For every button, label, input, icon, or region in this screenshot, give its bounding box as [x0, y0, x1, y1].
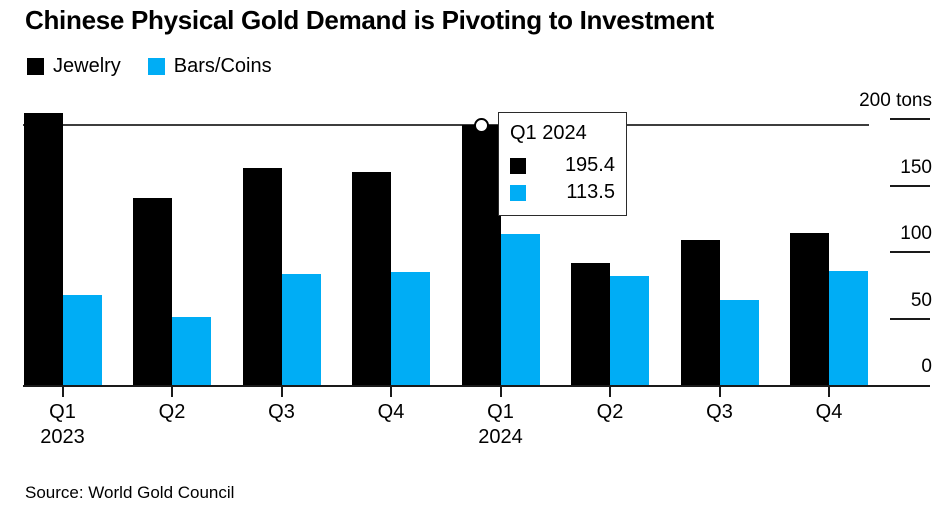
bar-jewelry-q2-2023[interactable]: [133, 198, 172, 385]
x-axis-label-q3-2024: Q3: [706, 401, 733, 423]
x-axis-label-q4-2024: Q4: [815, 401, 843, 423]
x-axis-line: [23, 385, 930, 387]
x-axis-year-label-2024: 2024: [478, 426, 523, 448]
tooltip-value-jewelry: 195.4: [564, 154, 615, 176]
bars-coins-swatch-icon: [510, 184, 526, 201]
x-axis-label-q3-2023: Q3: [268, 401, 295, 423]
bar-jewelry-q2-2024[interactable]: [571, 262, 610, 385]
x-axis-tick-mark-q4-2023: [390, 387, 392, 397]
y-axis-tick-label-50: 50: [910, 289, 932, 311]
x-axis-label-q1-2024: Q1: [487, 401, 514, 423]
bar-bars-coins-q1-2024[interactable]: [500, 234, 540, 385]
x-axis-label-q2-2023: Q2: [158, 401, 186, 423]
bar-bars-coins-q1-2023[interactable]: [62, 295, 102, 385]
y-axis-tick-label-200: 200 tons: [859, 90, 932, 112]
y-axis-tick-mark-150: [890, 184, 930, 187]
jewelry-swatch-icon: [510, 157, 526, 174]
y-axis-tick-label-100: 100: [900, 223, 932, 245]
bar-jewelry-q3-2024[interactable]: [680, 240, 720, 385]
x-axis-tick-mark-q1-2024: [499, 387, 502, 397]
bar-bars-coins-q4-2023[interactable]: [391, 272, 430, 385]
x-axis-label-q1-2023: Q1: [49, 401, 76, 423]
y-axis-tick-label-150: 150: [900, 156, 932, 178]
chart-title: Chinese Physical Gold Demand is Pivoting…: [25, 5, 714, 35]
x-axis-tick-mark-q3-2023: [280, 387, 283, 397]
bar-jewelry-q3-2023[interactable]: [242, 168, 282, 385]
bar-bars-coins-q3-2023[interactable]: [281, 274, 321, 385]
tooltip: Q1 2024 195.4 113.5: [498, 112, 627, 216]
bar-jewelry-q1-2024[interactable]: [461, 125, 501, 385]
y-axis-tick-mark-50: [890, 317, 930, 320]
x-axis-tick-mark-q2-2023: [171, 387, 173, 397]
bar-bars-coins-q2-2023[interactable]: [172, 316, 211, 385]
y-axis-tick-mark-200: [890, 118, 930, 121]
bar-jewelry-q4-2023[interactable]: [352, 171, 391, 385]
plot-area[interactable]: [23, 95, 869, 385]
bar-bars-coins-q2-2024[interactable]: [610, 276, 649, 385]
y-axis-tick-mark-100: [890, 251, 930, 254]
tooltip-value-bars-coins: 113.5: [566, 181, 615, 203]
tooltip-row-jewelry: 195.4: [510, 152, 615, 179]
jewelry-swatch-icon: [27, 58, 44, 75]
bar-bars-coins-q3-2024[interactable]: [719, 299, 759, 385]
legend-item-jewelry: Jewelry: [27, 55, 121, 78]
x-axis-tick-mark-q2-2024: [609, 387, 611, 397]
x-axis-tick-mark-q3-2024: [718, 387, 721, 397]
source-note: Source: World Gold Council: [25, 483, 235, 502]
legend-label-jewelry: Jewelry: [53, 55, 121, 77]
x-axis-tick-mark-q1-2023: [61, 387, 64, 397]
hover-marker-circle: [473, 117, 489, 133]
hover-crosshair-line: [23, 124, 869, 127]
legend: Jewelry Bars/Coins: [27, 55, 272, 78]
bars-coins-swatch-icon: [147, 58, 165, 75]
bar-jewelry-q1-2023[interactable]: [23, 112, 63, 385]
y-axis-tick-label-0: 0: [921, 356, 932, 377]
x-axis-label-q2-2024: Q2: [596, 401, 624, 423]
x-axis-year-label-2023: 2023: [40, 426, 85, 448]
tooltip-row-bars-coins: 113.5: [510, 179, 615, 206]
legend-label-bars-coins: Bars/Coins: [173, 55, 272, 77]
bar-jewelry-q4-2024[interactable]: [790, 232, 829, 385]
bar-bars-coins-q4-2024[interactable]: [829, 270, 868, 385]
legend-item-bars-coins: Bars/Coins: [147, 55, 272, 78]
tooltip-title: Q1 2024: [510, 122, 587, 144]
x-axis-label-q4-2023: Q4: [377, 401, 405, 423]
x-axis-tick-mark-q4-2024: [828, 387, 830, 397]
